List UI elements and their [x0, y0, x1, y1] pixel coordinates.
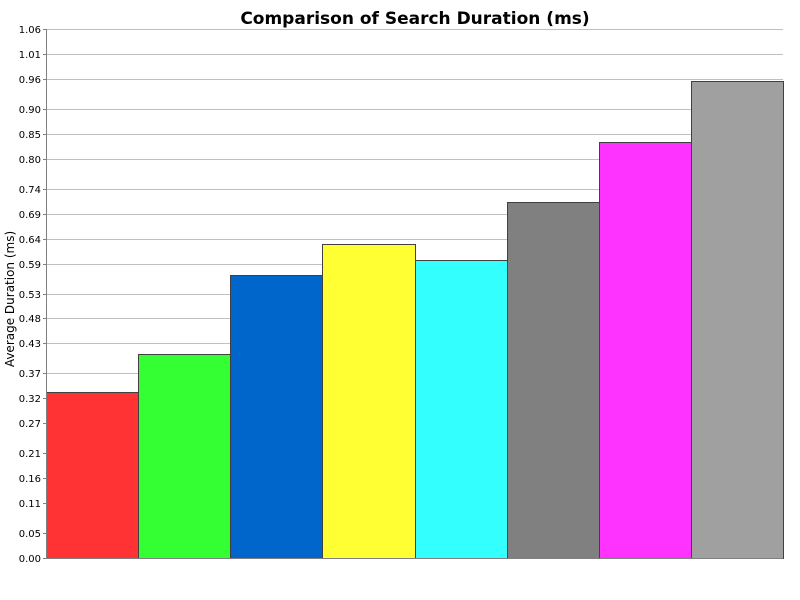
- y-tick-label: 0.48: [19, 314, 41, 325]
- y-tick-label: 0.74: [19, 185, 41, 196]
- bar: [691, 81, 784, 559]
- y-tick-label: 1.06: [19, 25, 41, 36]
- y-tick-label: 0.21: [19, 449, 41, 460]
- y-tick-label: 0.32: [19, 394, 41, 405]
- y-tick-label: 0.96: [19, 75, 41, 86]
- y-tick-label: 0.27: [19, 419, 41, 430]
- chart-title: Comparison of Search Duration (ms): [240, 9, 589, 29]
- bar: [415, 260, 508, 559]
- bar: [230, 275, 323, 559]
- y-tick-label: 0.90: [19, 105, 41, 116]
- y-tick-label: 0.69: [19, 210, 41, 221]
- bar: [507, 202, 600, 559]
- y-tick-label: 0.53: [19, 290, 41, 301]
- bar: [322, 244, 416, 559]
- y-tick-label: 0.43: [19, 339, 41, 350]
- y-tick-label: 0.16: [19, 474, 41, 485]
- y-tick-label: 0.85: [19, 130, 41, 141]
- y-tick-label: 0.59: [19, 260, 41, 271]
- y-tick-label: 0.00: [19, 554, 41, 565]
- y-tick-label: 0.05: [19, 529, 41, 540]
- bars: [46, 81, 784, 559]
- y-axis-ticks: 0.00 0.05 0.11 0.16 0.21 0.27 0.32 0.37 0.43 0.48…: [19, 25, 46, 565]
- bar: [138, 354, 231, 559]
- bar: [46, 392, 139, 559]
- y-tick-label: 0.11: [19, 499, 41, 510]
- y-axis-label: Average Duration (ms): [3, 231, 17, 367]
- y-tick-label: 0.64: [19, 235, 41, 246]
- y-tick-label: 1.01: [19, 50, 41, 61]
- y-tick-label: 0.37: [19, 369, 41, 380]
- bar: [599, 142, 692, 559]
- y-tick-label: 0.80: [19, 155, 41, 166]
